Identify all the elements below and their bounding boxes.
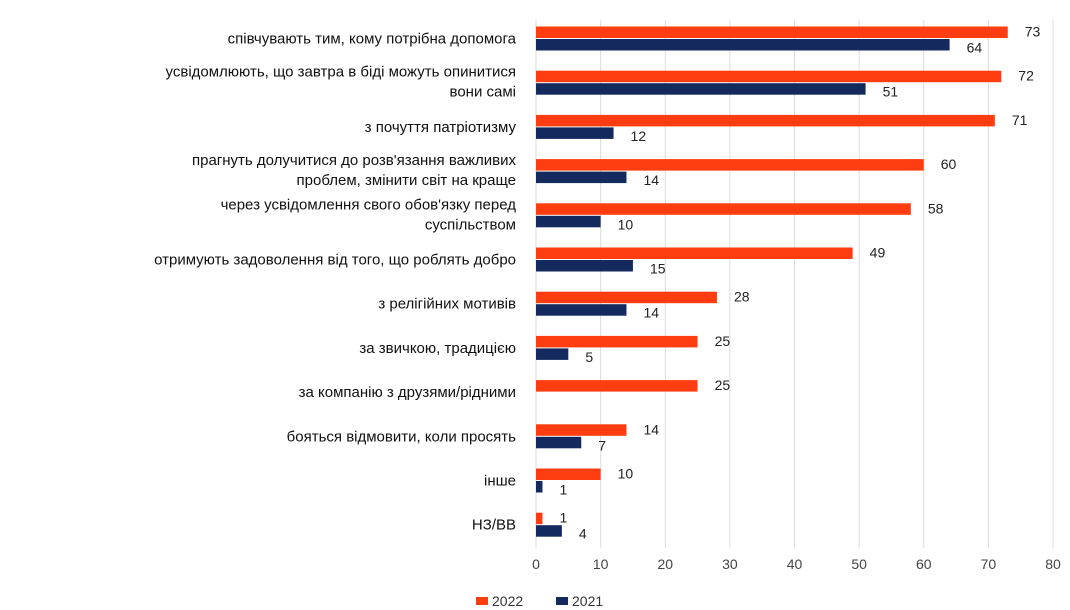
category-label: суспільством — [425, 216, 516, 233]
value-label-2021-8: 5 — [585, 349, 593, 365]
bar-2021-4 — [536, 171, 627, 184]
category-label: співчувають тим, кому потрібна допомога — [228, 31, 517, 48]
category-label: проблем, змінити світ на краще — [297, 172, 516, 189]
category-label: з почуття патріотизму — [365, 119, 517, 136]
bar-2022-5 — [536, 203, 911, 215]
category-label: за звичкою, традицією — [359, 340, 516, 357]
value-label-2021-12: 4 — [579, 526, 587, 542]
bars — [536, 26, 1008, 537]
value-label-2022-12: 1 — [559, 510, 567, 526]
value-label-2022-11: 10 — [618, 466, 634, 482]
value-label-2022-2: 72 — [1018, 68, 1034, 84]
bar-2022-9 — [536, 380, 698, 392]
gridlines — [535, 20, 1054, 548]
value-label-2022-5: 58 — [928, 200, 944, 216]
x-tick-label: 80 — [1045, 556, 1061, 572]
bar-2021-2 — [536, 83, 866, 95]
x-tick-label: 0 — [532, 556, 540, 572]
value-label-2021-4: 14 — [643, 172, 659, 188]
bar-2022-10 — [536, 424, 627, 436]
category-label: усвідомлюють, що завтра в біді можуть оп… — [166, 64, 516, 81]
bar-2022-2 — [536, 70, 1002, 83]
legend-swatch-2022 — [476, 597, 488, 605]
bar-2021-8 — [536, 348, 569, 360]
value-label-2022-9: 25 — [715, 377, 731, 393]
category-label: бояться відмовити, коли просять — [287, 428, 517, 445]
category-labels: співчувають тим, кому потрібна допомога у… — [154, 31, 517, 534]
value-labels: 7364725171126014581049152814255251471011… — [559, 24, 1040, 542]
bar-2021-11 — [536, 481, 543, 493]
x-axis-ticks: 0 10 20 30 40 50 60 70 80 — [532, 556, 1061, 572]
value-label-2021-1: 64 — [967, 40, 983, 56]
value-label-2022-3: 71 — [1012, 112, 1028, 128]
category-label: отримують задоволення від того, що робля… — [154, 252, 516, 269]
legend: 2022 2021 — [476, 593, 603, 609]
legend-label-2022: 2022 — [492, 593, 523, 609]
bar-2022-3 — [536, 114, 995, 127]
value-label-2022-6: 49 — [870, 245, 886, 261]
value-label-2021-11: 1 — [559, 482, 567, 498]
bar-2021-12 — [536, 525, 562, 537]
value-label-2022-8: 25 — [715, 333, 731, 349]
value-label-2021-7: 14 — [643, 305, 659, 321]
bar-2021-7 — [536, 304, 627, 316]
x-tick-label: 10 — [593, 556, 609, 572]
bar-2021-3 — [536, 127, 614, 139]
category-label: з релігійних мотивів — [378, 296, 516, 313]
value-label-2022-1: 73 — [1025, 24, 1041, 40]
bar-2022-1 — [536, 26, 1008, 38]
x-tick-label: 70 — [981, 556, 997, 572]
bar-2022-7 — [536, 291, 717, 304]
bar-2022-6 — [536, 247, 853, 259]
value-label-2021-10: 7 — [598, 437, 606, 453]
value-label-2022-7: 28 — [734, 289, 750, 305]
bar-2021-5 — [536, 215, 601, 228]
bar-2022-12 — [536, 512, 543, 525]
bar-2021-1 — [536, 39, 950, 51]
category-label: за компанію з друзями/рідними — [299, 384, 516, 401]
x-tick-label: 40 — [787, 556, 803, 572]
legend-label-2021: 2021 — [572, 593, 603, 609]
x-tick-label: 30 — [722, 556, 738, 572]
bar-2021-10 — [536, 436, 582, 449]
value-label-2021-3: 12 — [631, 128, 647, 144]
category-label: через усвідомлення свого обов'язку перед — [221, 196, 517, 213]
bar-2022-4 — [536, 159, 924, 171]
bar-2022-8 — [536, 335, 698, 348]
value-label-2022-10: 14 — [643, 421, 659, 437]
x-tick-label: 60 — [916, 556, 932, 572]
category-label: інше — [484, 473, 516, 490]
category-label: НЗ/ВВ — [472, 517, 516, 534]
value-label-2022-4: 60 — [941, 156, 957, 172]
x-tick-label: 50 — [851, 556, 867, 572]
value-label-2021-6: 15 — [650, 261, 666, 277]
bar-2021-6 — [536, 260, 633, 272]
bar-2022-11 — [536, 468, 601, 480]
value-label-2021-5: 10 — [618, 216, 634, 232]
x-tick-label: 20 — [657, 556, 673, 572]
value-label-2021-2: 51 — [883, 84, 899, 100]
category-label: прагнуть долучитися до розв'язання важли… — [192, 152, 517, 169]
category-label: вони самі — [450, 84, 516, 101]
legend-swatch-2021 — [556, 597, 568, 605]
